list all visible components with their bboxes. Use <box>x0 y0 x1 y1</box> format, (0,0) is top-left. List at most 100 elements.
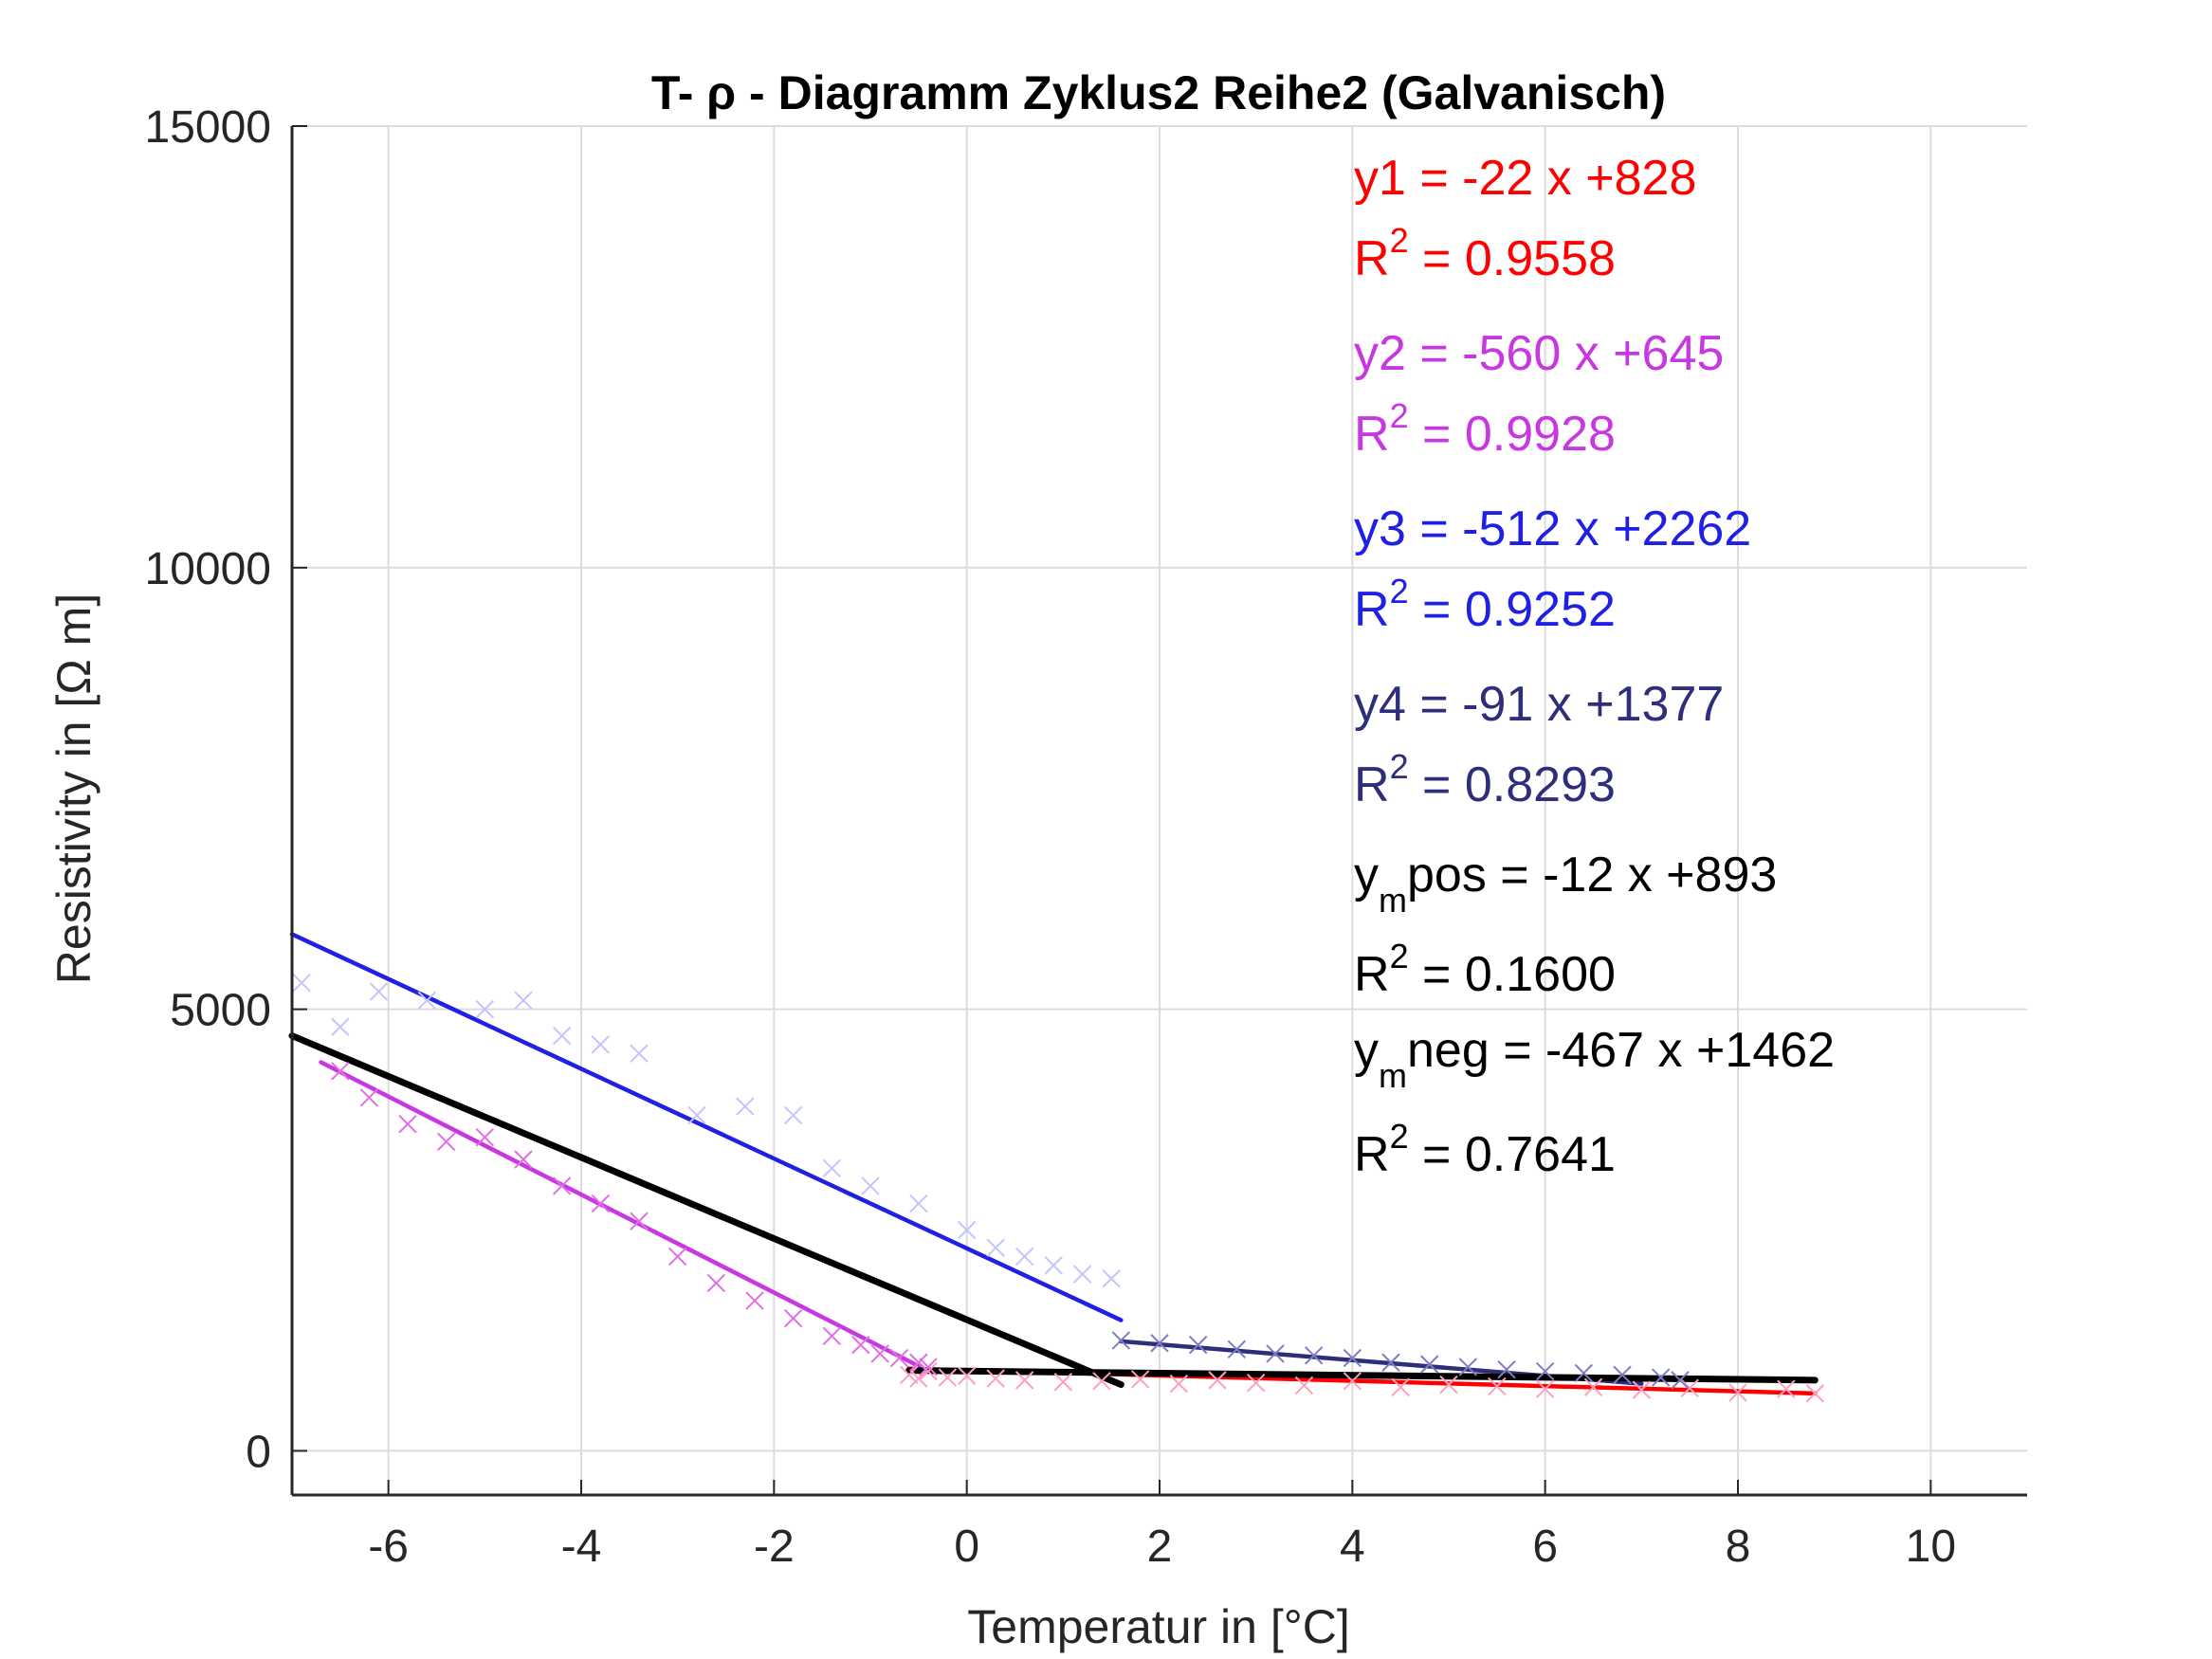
data-point-x-marker <box>1294 1376 1314 1395</box>
data-point-x-marker <box>1130 1370 1150 1389</box>
superscript: 2 <box>1390 221 1409 260</box>
x-tick-label: 6 <box>1532 1522 1558 1572</box>
data-point-x-marker <box>1044 1256 1063 1275</box>
data-point-x-marker <box>369 982 389 1001</box>
data-point-x-marker <box>552 1176 572 1195</box>
data-point-x-marker <box>889 1348 909 1368</box>
data-point-x-marker <box>514 1150 533 1169</box>
r-squared-line: R2 = 0.9252 <box>1354 572 1616 637</box>
x-tick-label: -4 <box>561 1522 602 1572</box>
data-point-x-marker <box>1535 1361 1555 1381</box>
data-point-x-marker <box>1728 1383 1747 1402</box>
data-point-x-marker <box>1015 1371 1034 1390</box>
data-point-x-marker <box>1613 1365 1632 1385</box>
data-point-x-marker <box>591 1194 611 1213</box>
data-point-x-marker <box>514 991 533 1011</box>
data-point-x-marker <box>1671 1371 1690 1390</box>
data-point-x-marker <box>783 1308 803 1328</box>
r-squared-line: R2 = 0.8293 <box>1354 747 1616 812</box>
x-tick-label: 2 <box>1147 1522 1173 1572</box>
x-tick-label: 0 <box>954 1522 979 1572</box>
data-point-x-marker <box>736 1097 755 1116</box>
r-value: = 0.9928 <box>1409 407 1616 462</box>
fit-line <box>905 1367 1819 1384</box>
data-point-x-marker <box>1227 1340 1247 1358</box>
data-point-x-marker <box>1458 1358 1478 1376</box>
fit-line <box>288 1032 1124 1389</box>
r-value: = 0.1600 <box>1409 947 1616 1002</box>
data-point-x-marker <box>398 1115 417 1134</box>
data-point-x-marker <box>1391 1377 1410 1397</box>
equation-annotations: y1 = -22 x +828 R2 = 0.9558 y2 = -560 x +6… <box>1354 151 1835 1182</box>
data-point-x-marker <box>1208 1371 1227 1390</box>
equation-rest: pos = -12 x +893 <box>1407 848 1777 902</box>
data-point-x-marker <box>909 1194 928 1213</box>
r-symbol: R <box>1354 757 1390 812</box>
data-point-x-marker <box>957 1220 977 1240</box>
mean-equation-line: ympos = -12 x +893 <box>1354 848 1777 920</box>
equation-line: y4 = -91 x +1377 <box>1354 677 1724 732</box>
data-point-x-marker <box>1102 1269 1121 1288</box>
grid <box>292 125 2027 1495</box>
equation-line: y1 = -22 x +828 <box>1354 151 1696 206</box>
r-squared-line: R2 = 0.9928 <box>1354 396 1616 462</box>
data-point-x-marker <box>1150 1334 1169 1353</box>
data-point-x-marker <box>1188 1335 1208 1355</box>
data-point-x-marker <box>938 1368 958 1387</box>
superscript: 2 <box>1390 1117 1409 1156</box>
data-point-x-marker <box>630 1212 649 1231</box>
data-point-x-marker <box>861 1176 880 1195</box>
data-point-x-marker <box>1439 1375 1458 1395</box>
axes <box>290 125 2027 1497</box>
mean-equation-line: ymneg = -467 x +1462 <box>1354 1023 1835 1095</box>
superscript: 2 <box>1390 747 1409 786</box>
equation-line: y3 = -512 x +2262 <box>1354 501 1751 556</box>
r-symbol: R <box>1354 1127 1390 1182</box>
data-point-x-marker <box>687 1105 706 1125</box>
r-value: = 0.7641 <box>1409 1127 1616 1182</box>
data-point-x-marker <box>1535 1379 1555 1398</box>
data-point-x-marker <box>1805 1384 1825 1403</box>
data-point-x-marker <box>1015 1247 1034 1267</box>
data-point-x-marker <box>359 1088 379 1107</box>
data-point-x-marker <box>1680 1378 1699 1397</box>
data-point-x-marker <box>851 1335 870 1355</box>
y-tick-label: 15000 <box>145 102 271 153</box>
r-squared-line: R2 = 0.9558 <box>1354 221 1616 286</box>
y-symbol: y <box>1354 848 1379 902</box>
data-point-x-marker <box>1343 1348 1362 1368</box>
superscript: 2 <box>1390 937 1409 975</box>
data-point-x-marker <box>822 1326 842 1346</box>
data-point-x-marker <box>870 1344 889 1363</box>
data-point-x-marker <box>475 999 495 1019</box>
equation-rest: neg = -467 x +1462 <box>1407 1023 1835 1078</box>
data-point-x-marker <box>1266 1344 1285 1363</box>
data-point-x-marker <box>909 1353 928 1372</box>
subscript: m <box>1379 881 1407 920</box>
data-point-x-marker <box>1574 1363 1594 1383</box>
tick-labels: -6 -4 -2 0 2 4 6 8 10 0 5000 10000 15000 <box>145 102 1957 1572</box>
r-value: = 0.8293 <box>1409 757 1616 812</box>
r-squared-line: R2 = 0.1600 <box>1354 937 1616 1002</box>
fit-line <box>319 1060 922 1369</box>
r-value: = 0.9252 <box>1409 582 1616 637</box>
data-point-x-marker <box>331 1062 350 1081</box>
subscript: m <box>1379 1056 1407 1095</box>
data-point-x-marker <box>292 973 311 993</box>
y-tick-label: 0 <box>246 1427 271 1477</box>
equation-group: y2 = -560 x +645 R2 = 0.9928 <box>1354 326 1724 462</box>
x-tick-label: -6 <box>368 1522 409 1572</box>
x-axis-label: Temperatur in [°C] <box>967 1600 1349 1653</box>
data-point-x-marker <box>986 1369 1005 1388</box>
data-point-x-marker <box>591 1035 611 1054</box>
scatter-series <box>331 1062 938 1376</box>
data-point-x-marker <box>957 1366 977 1385</box>
data-point-x-marker <box>919 1358 938 1376</box>
y-tick-label: 10000 <box>145 544 271 594</box>
r-symbol: R <box>1354 231 1390 286</box>
data-point-x-marker <box>1092 1372 1111 1391</box>
data-point-x-marker <box>1111 1331 1131 1350</box>
data-point-x-marker <box>1583 1377 1603 1397</box>
data-point-x-marker <box>1072 1265 1092 1284</box>
fit-lines <box>288 932 1819 1396</box>
